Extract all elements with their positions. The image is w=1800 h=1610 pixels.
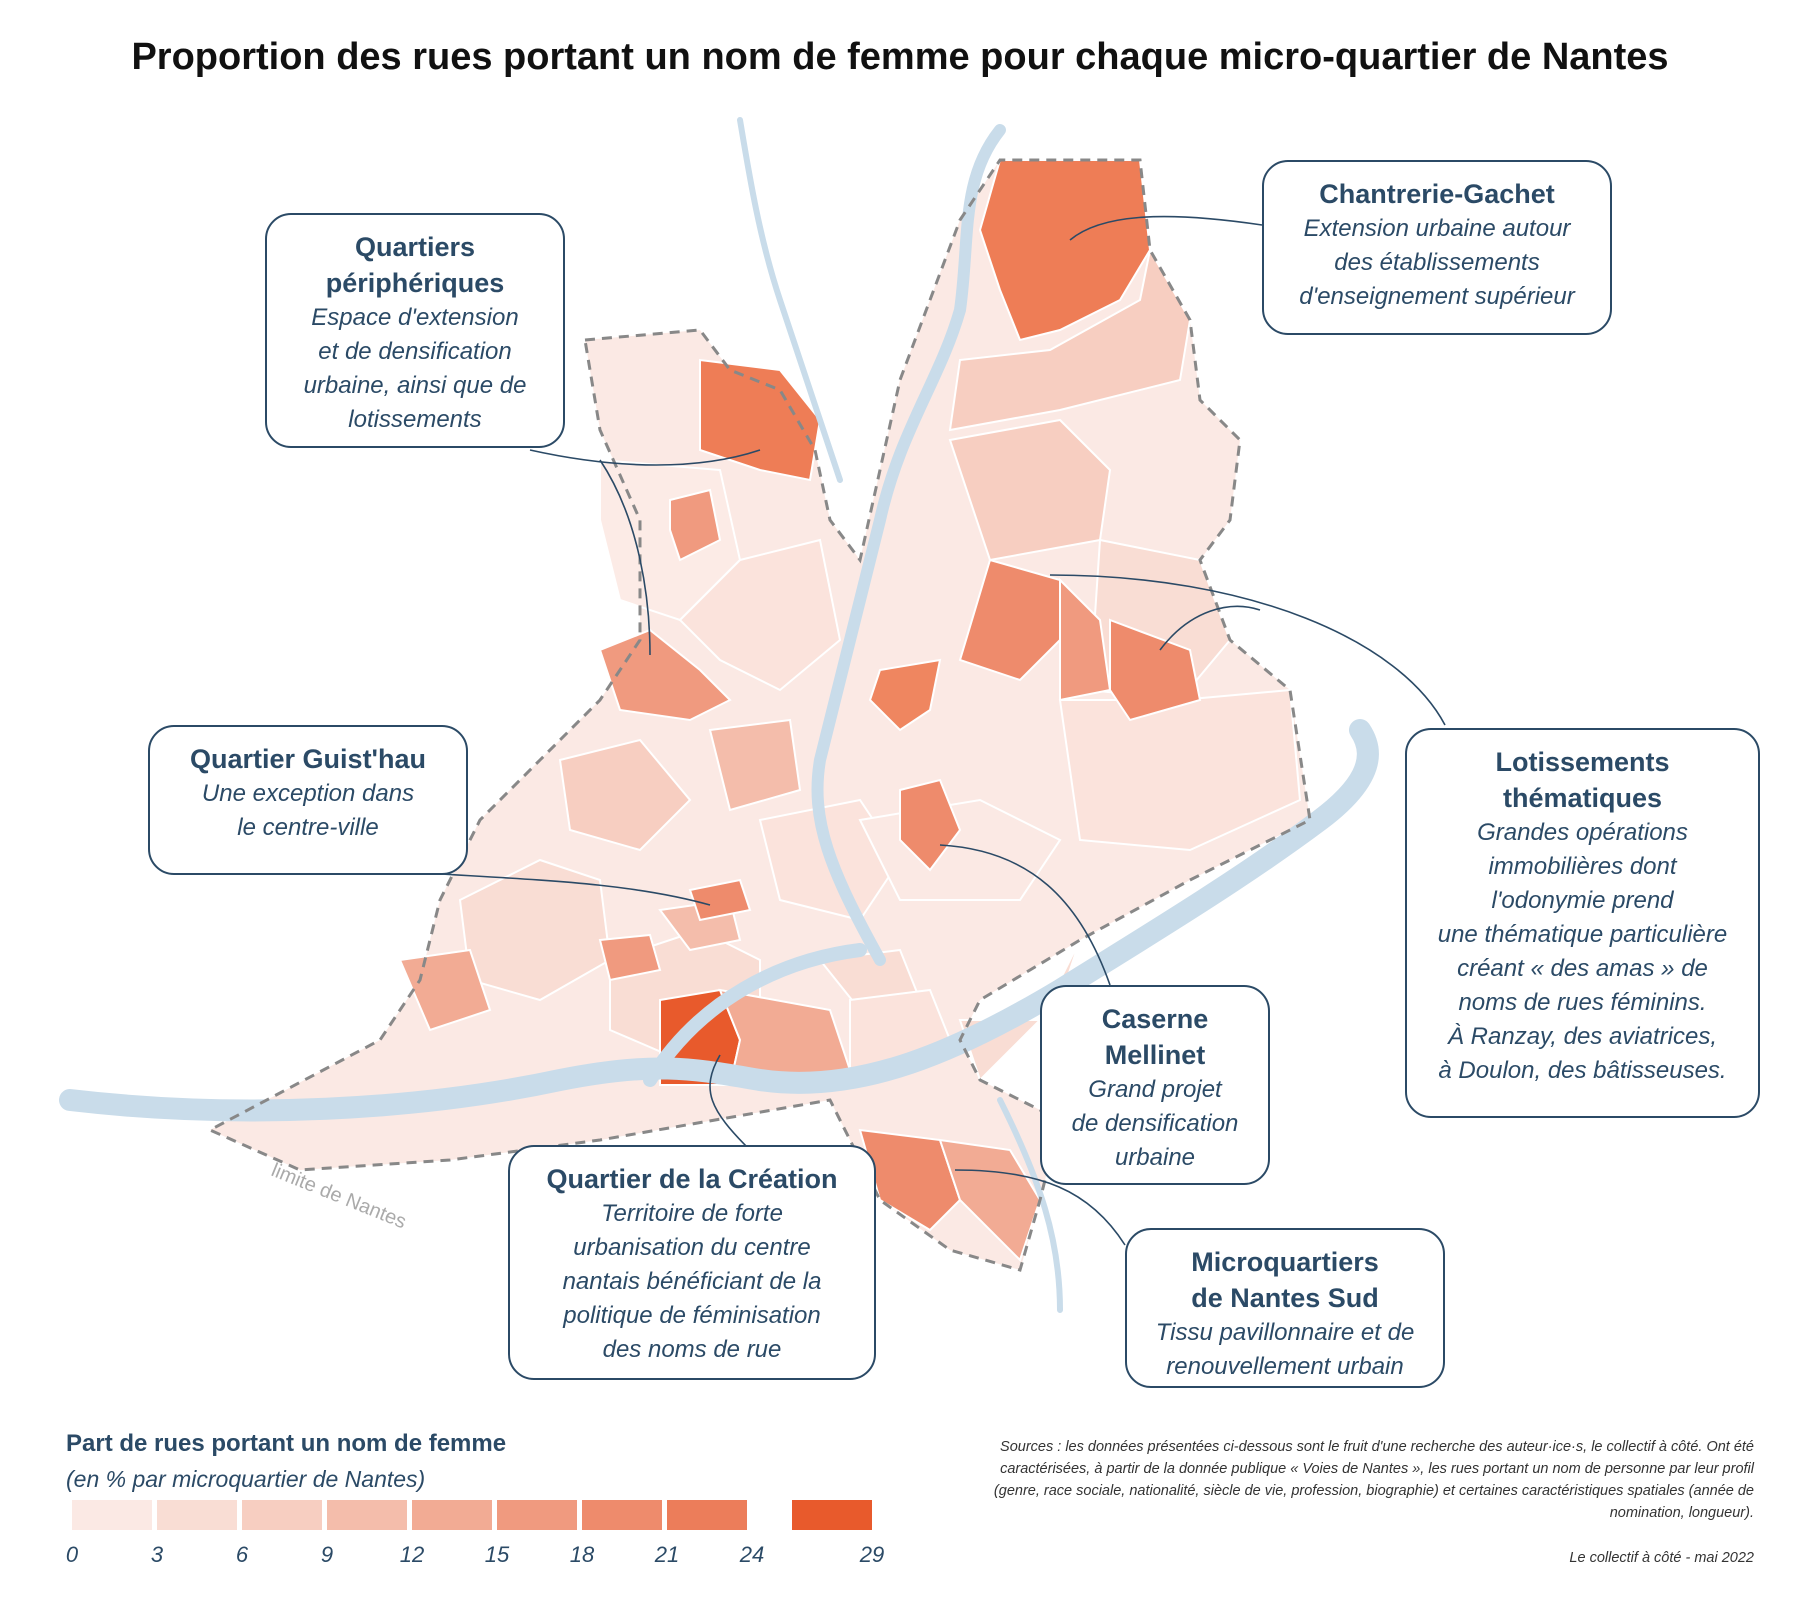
callout-creation: Quartier de la Création Territoire de fo…	[508, 1145, 876, 1380]
callout-title: Quartiers périphériques	[325, 232, 505, 298]
callout-desc: Extension urbaine autour des établisseme…	[1299, 215, 1575, 310]
leader-creation	[709, 1054, 751, 1151]
legend-swatch	[667, 1500, 747, 1530]
legend-swatch	[582, 1500, 662, 1530]
legend-tick-label: 18	[569, 1542, 595, 1567]
legend-tick-label: 6	[235, 1542, 249, 1567]
boundary-label: limite de Nantes	[268, 1159, 409, 1233]
microquartier	[398, 948, 492, 1032]
callout-title: Microquartiers de Nantes Sud	[1191, 1247, 1379, 1313]
microquartier	[868, 658, 942, 732]
leader-lotissements-2	[1159, 605, 1261, 651]
microquartier	[669, 488, 722, 562]
sevre-river	[997, 1097, 1063, 1313]
callout-title: Quartier Guist'hau	[190, 744, 426, 774]
microquartier	[678, 538, 842, 692]
microquartier-peripherique	[699, 358, 822, 482]
legend-tick-label: 21	[654, 1542, 680, 1567]
legend-swatch	[327, 1500, 407, 1530]
legend-swatch	[157, 1500, 237, 1530]
callout-title: Caserne Mellinet	[1101, 1004, 1209, 1070]
legend-swatch	[72, 1500, 152, 1530]
leader-chantrerie	[1069, 215, 1263, 241]
callout-chantrerie: Chantrerie-Gachet Extension urbaine auto…	[1262, 160, 1612, 335]
leader-peripheriques-2	[599, 459, 651, 656]
legend-tick-label: 0	[65, 1542, 79, 1567]
legend-tick-label: 24	[739, 1542, 765, 1567]
leader-sud	[954, 1169, 1126, 1246]
loire-river	[59, 719, 1379, 1122]
callout-desc: Grandes opérations immobilières dont l'o…	[1437, 819, 1728, 1084]
loire-branch	[643, 943, 867, 1087]
callout-guisthau: Quartier Guist'hau Une exception dans le…	[148, 725, 468, 875]
leader-lines	[379, 215, 1446, 1246]
map-title: Proportion des rues portant un nom de fe…	[131, 36, 1669, 78]
callout-desc: Territoire de forte urbanisation du cent…	[562, 1200, 822, 1363]
city-boundary	[206, 158, 1312, 1272]
microquartier	[1059, 577, 1112, 702]
legend-tick-label: 29	[859, 1542, 885, 1567]
legend-tick-label: 9	[320, 1542, 334, 1567]
leader-peripheriques	[529, 449, 761, 466]
legend-swatch	[412, 1500, 492, 1530]
credit-note: Le collectif à côté - mai 2022	[1569, 1550, 1754, 1566]
legend-tick-label: 3	[150, 1542, 164, 1567]
callout-sud: Microquartiers de Nantes Sud Tissu pavil…	[1125, 1228, 1445, 1388]
legend-swatch	[497, 1500, 577, 1530]
callout-mellinet: Caserne Mellinet Grand projet de densifi…	[1040, 985, 1270, 1185]
microquartier	[598, 933, 662, 982]
microquartier-sud	[858, 1128, 962, 1232]
microquartier-mellinet	[899, 778, 962, 872]
leader-mellinet	[939, 844, 1111, 986]
callout-desc: Tissu pavillonnaire et de renouvellement…	[1155, 1319, 1415, 1380]
sources-note: Sources : les données présentées ci-dess…	[993, 1439, 1754, 1521]
callout-lotissements: Lotissements thématiques Grandes opérati…	[1405, 728, 1760, 1118]
callout-desc: Espace d'extension et de densification u…	[303, 304, 527, 433]
legend-title: Part de rues portant un nom de femme	[66, 1430, 507, 1457]
microquartiers	[398, 159, 1302, 1262]
river-north	[737, 117, 843, 483]
legend-tick-label: 12	[399, 1542, 425, 1567]
microquartier	[708, 718, 802, 812]
callout-desc: Grand projet de densification urbaine	[1071, 1076, 1239, 1171]
callout-title: Chantrerie-Gachet	[1319, 179, 1555, 209]
callout-title: Quartier de la Création	[546, 1164, 838, 1194]
microquartier-ranzay	[958, 558, 1061, 682]
rivers	[59, 117, 1379, 1313]
legend-swatch	[242, 1500, 322, 1530]
erdre-river	[811, 124, 1006, 966]
callout-title: Lotissements thématiques	[1495, 747, 1670, 813]
leader-lotissements	[1049, 574, 1446, 726]
legend-swatch	[792, 1500, 872, 1530]
callout-peripheriques: Quartiers périphériques Espace d'extensi…	[265, 213, 565, 448]
microquartier-doulon	[1109, 618, 1202, 722]
legend-tick-label: 15	[484, 1542, 510, 1567]
legend-subtitle: (en % par microquartier de Nantes)	[66, 1466, 426, 1492]
microquartier	[948, 418, 1112, 562]
microquartier-guisthau	[688, 878, 752, 922]
callout-desc: Une exception dans le centre-ville	[201, 780, 415, 841]
microquartier	[558, 738, 692, 852]
